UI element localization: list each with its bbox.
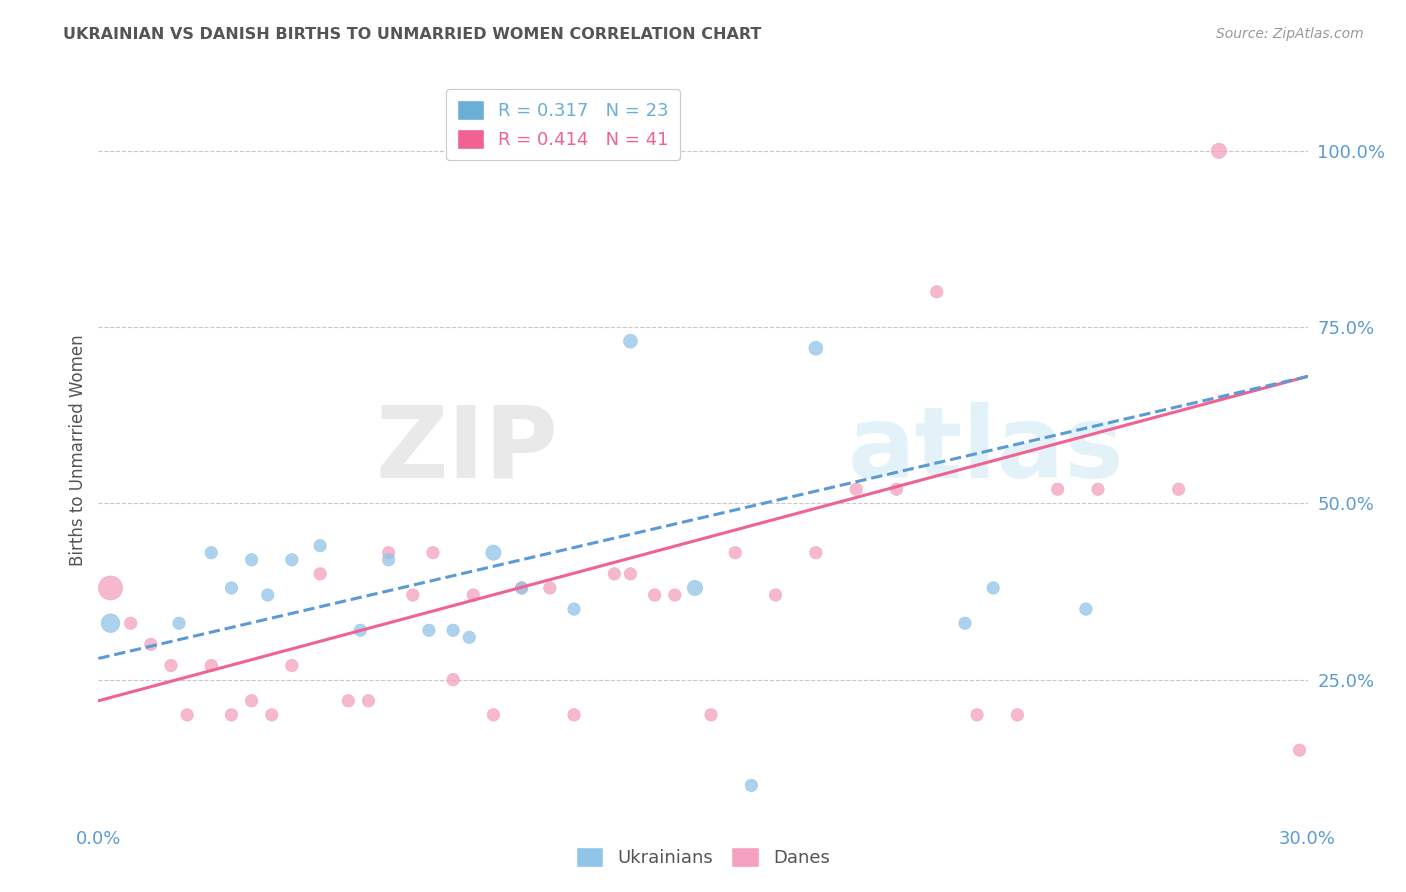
Point [120, 616, 142, 631]
Point [349, 624, 371, 638]
Point [804, 546, 827, 560]
Point [377, 553, 399, 567]
Point [1074, 602, 1097, 616]
Point [619, 566, 641, 581]
Point [256, 588, 278, 602]
Point [538, 581, 561, 595]
Point [1288, 743, 1310, 757]
Point [221, 581, 243, 595]
Legend: Ukrainians, Danes: Ukrainians, Danes [569, 839, 837, 874]
Point [167, 616, 190, 631]
Point [925, 285, 948, 299]
Point [221, 707, 243, 722]
Point [482, 546, 505, 560]
Point [664, 588, 686, 602]
Point [100, 581, 122, 595]
Point [765, 588, 787, 602]
Point [1208, 144, 1230, 158]
Point [953, 616, 976, 631]
Legend: R = 0.317   N = 23, R = 0.414   N = 41: R = 0.317 N = 23, R = 0.414 N = 41 [446, 89, 681, 160]
Point [309, 566, 332, 581]
Point [281, 553, 304, 567]
Point [845, 482, 868, 496]
Point [886, 482, 908, 496]
Text: atlas: atlas [848, 402, 1125, 499]
Point [418, 624, 440, 638]
Point [441, 673, 464, 687]
Point [240, 694, 263, 708]
Point [644, 588, 666, 602]
Point [377, 546, 399, 560]
Point [176, 707, 198, 722]
Point [309, 539, 332, 553]
Point [281, 658, 304, 673]
Point [1046, 482, 1069, 496]
Point [510, 581, 533, 595]
Point [619, 334, 641, 348]
Point [804, 341, 827, 355]
Point [100, 616, 122, 631]
Point [357, 694, 380, 708]
Point [981, 581, 1004, 595]
Point [422, 546, 444, 560]
Point [1007, 707, 1029, 722]
Point [724, 546, 747, 560]
Text: Source: ZipAtlas.com: Source: ZipAtlas.com [1216, 27, 1364, 41]
Point [700, 707, 723, 722]
Point [683, 581, 706, 595]
Point [240, 553, 263, 567]
Point [458, 630, 481, 644]
Point [562, 602, 585, 616]
Point [337, 694, 360, 708]
Point [441, 624, 464, 638]
Point [463, 588, 485, 602]
Point [482, 707, 505, 722]
Point [139, 637, 162, 651]
Point [200, 546, 222, 560]
Point [200, 658, 222, 673]
Text: UKRAINIAN VS DANISH BIRTHS TO UNMARRIED WOMEN CORRELATION CHART: UKRAINIAN VS DANISH BIRTHS TO UNMARRIED … [63, 27, 762, 42]
Point [1087, 482, 1109, 496]
Point [603, 566, 626, 581]
Y-axis label: Births to Unmarried Women: Births to Unmarried Women [69, 334, 87, 566]
Point [1167, 482, 1189, 496]
Point [966, 707, 988, 722]
Point [510, 581, 533, 595]
Text: ZIP: ZIP [375, 402, 558, 499]
Point [402, 588, 425, 602]
Point [160, 658, 183, 673]
Point [260, 707, 283, 722]
Point [562, 707, 585, 722]
Point [740, 778, 762, 792]
